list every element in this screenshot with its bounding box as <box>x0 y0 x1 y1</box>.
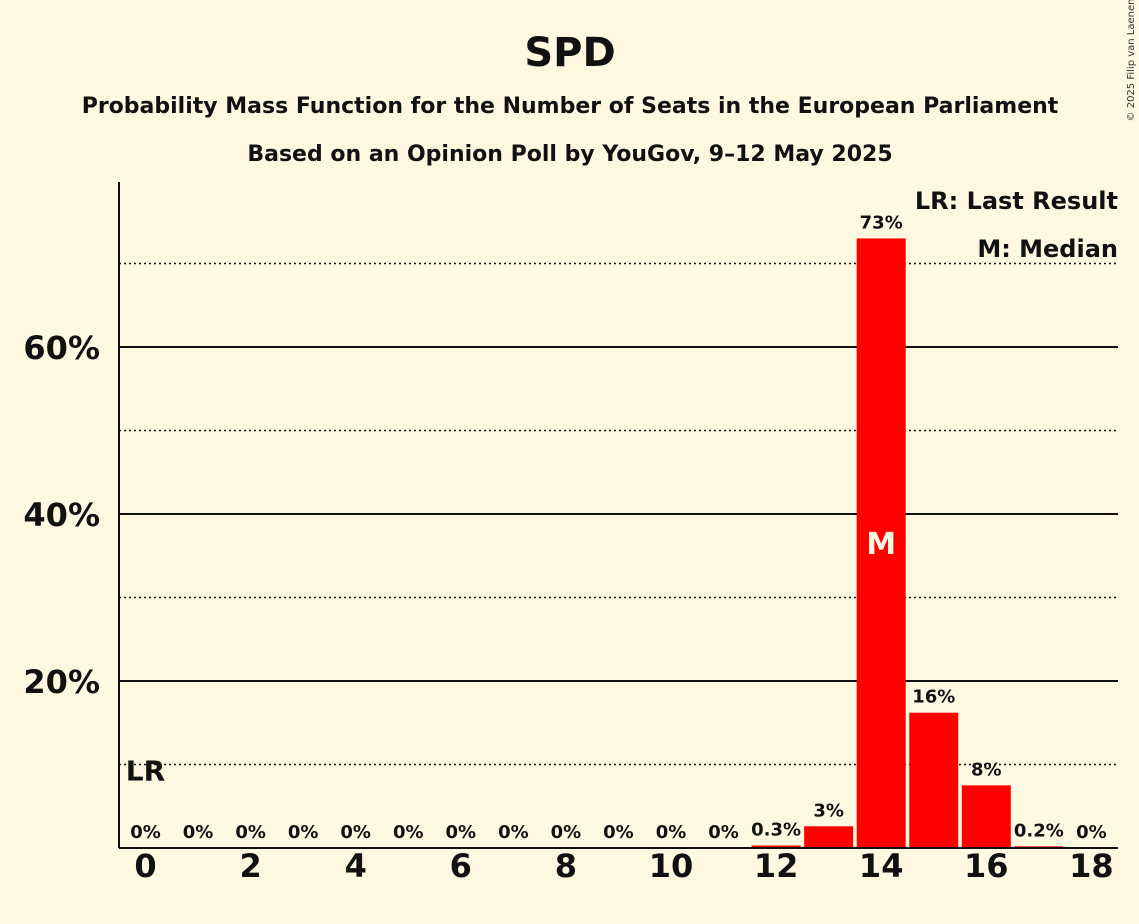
data-label-seat-3: 0% <box>288 822 319 843</box>
x-tick-label: 16 <box>964 847 1009 885</box>
data-label-seat-11: 0% <box>708 822 739 843</box>
bar-seat-12 <box>751 845 801 848</box>
legend-median: M: Median <box>977 235 1118 263</box>
data-label-seat-4: 0% <box>340 822 371 843</box>
x-tick-label: 18 <box>1069 847 1114 885</box>
data-label-seat-17: 0.2% <box>1014 820 1064 841</box>
last-result-marker: LR <box>126 755 165 788</box>
median-marker: M <box>866 527 896 562</box>
data-label-seat-9: 0% <box>603 822 634 843</box>
data-label-seat-1: 0% <box>183 822 214 843</box>
data-label-seat-16: 8% <box>971 759 1002 780</box>
bar-seat-16 <box>961 785 1011 848</box>
gridlines <box>119 262 1118 766</box>
data-label-seat-6: 0% <box>446 822 477 843</box>
chart-subtitle-1: Probability Mass Function for the Number… <box>82 94 1059 119</box>
x-tick-label: 6 <box>450 847 472 885</box>
bar-seat-15 <box>909 712 959 848</box>
data-label-seat-0: 0% <box>130 822 161 843</box>
data-label-seat-14: 73% <box>860 212 903 233</box>
x-tick-label: 12 <box>754 847 799 885</box>
data-label-seat-8: 0% <box>551 822 582 843</box>
x-tick-label: 2 <box>239 847 261 885</box>
data-label-seat-2: 0% <box>235 822 266 843</box>
data-label-seat-10: 0% <box>656 822 687 843</box>
x-tick-label: 14 <box>859 847 904 885</box>
x-tick-label: 10 <box>649 847 694 885</box>
axes: 0 2 4 6 8 10 12 14 16 18 20% 40% 60% <box>23 182 1118 885</box>
chart-title: SPD <box>524 30 615 76</box>
x-tick-label: 0 <box>134 847 156 885</box>
y-tick-label: 60% <box>23 329 100 367</box>
data-label-seat-5: 0% <box>393 822 424 843</box>
bar-seat-13 <box>804 826 854 848</box>
y-tick-label: 20% <box>23 663 100 701</box>
copyright-text: © 2025 Filip van Laenen <box>1126 0 1137 121</box>
data-label-seat-12: 0.3% <box>751 819 801 840</box>
data-label-seat-15: 16% <box>912 687 955 708</box>
x-tick-label: 4 <box>345 847 367 885</box>
bar-seat-14 <box>856 238 906 848</box>
bars <box>751 238 1064 848</box>
data-label-seat-7: 0% <box>498 822 529 843</box>
data-label-seat-18: 0% <box>1076 822 1107 843</box>
chart-subtitle-2: Based on an Opinion Poll by YouGov, 9–12… <box>247 142 892 167</box>
data-labels: 0% 0% 0% 0% 0% 0% 0% 0% 0% 0% 0% 0% 0.3% 3% 73% 16% 8% 0.… <box>126 212 1107 843</box>
data-label-seat-13: 3% <box>813 800 844 821</box>
legend-last-result: LR: Last Result <box>915 187 1118 215</box>
y-tick-label: 40% <box>23 496 100 534</box>
x-tick-label: 8 <box>555 847 577 885</box>
